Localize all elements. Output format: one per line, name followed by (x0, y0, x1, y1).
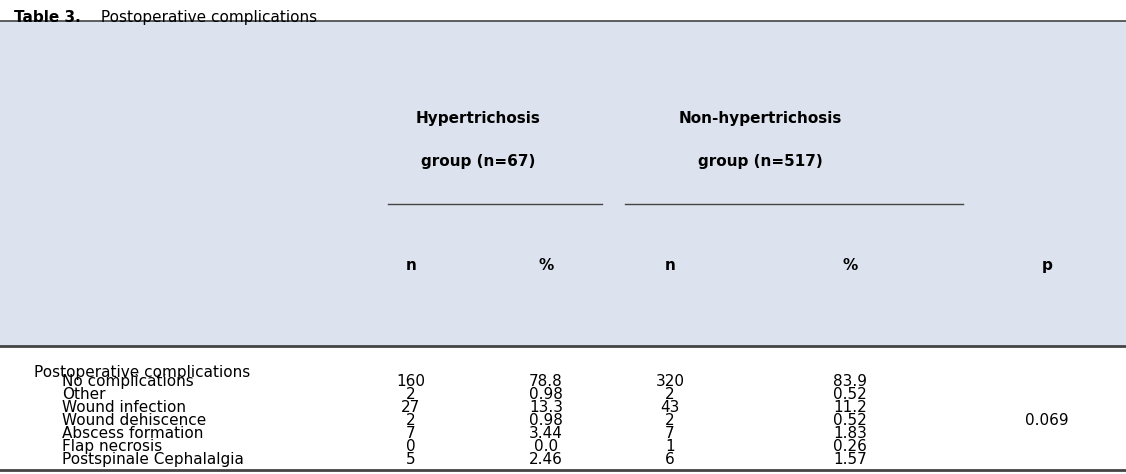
Text: 27: 27 (401, 400, 421, 415)
Text: 0: 0 (406, 439, 415, 454)
Text: 3.44: 3.44 (529, 426, 563, 441)
Text: 2: 2 (665, 387, 674, 402)
Bar (0, 346, 1126, 474)
Text: n: n (405, 258, 417, 273)
Text: 1: 1 (665, 439, 674, 454)
Text: 78.8: 78.8 (529, 374, 563, 389)
Text: 13.3: 13.3 (529, 400, 563, 415)
Text: Wound dehiscence: Wound dehiscence (62, 413, 206, 428)
Text: group (n=517): group (n=517) (698, 154, 822, 169)
Text: Flap necrosis: Flap necrosis (62, 439, 162, 454)
Text: 6: 6 (665, 452, 674, 467)
Text: Hypertrichosis: Hypertrichosis (417, 111, 540, 126)
Text: p: p (1042, 258, 1053, 273)
Text: 1.83: 1.83 (833, 426, 867, 441)
Text: 2.46: 2.46 (529, 452, 563, 467)
Text: 2: 2 (406, 387, 415, 402)
Text: 83.9: 83.9 (833, 374, 867, 389)
Text: 0.98: 0.98 (529, 413, 563, 428)
Text: Postoperative complications: Postoperative complications (34, 365, 250, 380)
Text: Postspinale Cephalalgia: Postspinale Cephalalgia (62, 452, 244, 467)
Text: 7: 7 (406, 426, 415, 441)
Text: Wound infection: Wound infection (62, 400, 186, 415)
Text: n: n (664, 258, 676, 273)
Text: Non-hypertrichosis: Non-hypertrichosis (678, 111, 842, 126)
Text: 0.52: 0.52 (833, 413, 867, 428)
Text: 0.0: 0.0 (534, 439, 558, 454)
Text: No complications: No complications (62, 374, 194, 389)
Text: group (n=67): group (n=67) (421, 154, 536, 169)
Text: 7: 7 (665, 426, 674, 441)
Text: 43: 43 (660, 400, 680, 415)
Text: Table 3.: Table 3. (14, 9, 80, 25)
Text: Postoperative complications: Postoperative complications (96, 9, 316, 25)
Text: 5: 5 (406, 452, 415, 467)
Text: 320: 320 (655, 374, 685, 389)
Text: 2: 2 (665, 413, 674, 428)
Text: Abscess formation: Abscess formation (62, 426, 204, 441)
Text: 160: 160 (396, 374, 426, 389)
Text: Other: Other (62, 387, 106, 402)
Text: 0.069: 0.069 (1026, 413, 1069, 428)
Text: 0.26: 0.26 (833, 439, 867, 454)
Text: %: % (842, 258, 858, 273)
Text: 11.2: 11.2 (833, 400, 867, 415)
Text: 0.98: 0.98 (529, 387, 563, 402)
Text: 1.57: 1.57 (833, 452, 867, 467)
Bar (0, 21, 1126, 346)
Text: 2: 2 (406, 413, 415, 428)
Text: %: % (538, 258, 554, 273)
Text: 0.52: 0.52 (833, 387, 867, 402)
